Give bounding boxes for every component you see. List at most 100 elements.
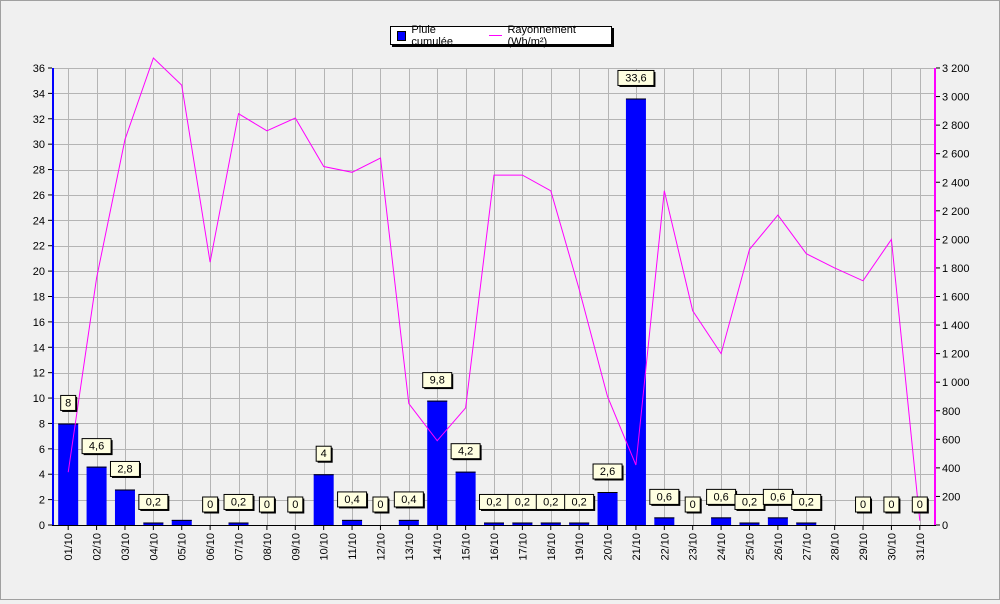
left-tick-label: 14	[33, 342, 45, 354]
right-tick-label: 2 200	[942, 206, 970, 218]
right-tick-label: 1 800	[942, 263, 970, 275]
x-tick-label: 21/10	[631, 533, 643, 561]
bar-label-box	[564, 493, 595, 510]
bar-label: 0,2	[564, 493, 596, 511]
x-tick-label: 28/10	[830, 533, 842, 561]
right-tick-label: 1 400	[942, 320, 970, 332]
bar-labels: 8 4,6 2,8 0,2 0 0,2 0 0 4 0,4 0 0,4 9,8 4,2 0,2 0,2 0,2 0…	[60, 69, 929, 514]
x-tick-label: 13/10	[404, 533, 416, 561]
bar	[58, 423, 79, 525]
bar-label-text: 0	[207, 499, 213, 511]
legend-item-rain: Pluie cumulée	[397, 24, 475, 48]
bar-label-text: 0,6	[713, 491, 728, 503]
bar-label-text: 0	[377, 499, 383, 511]
bar-label-text: 9,8	[430, 375, 445, 387]
right-tick-label: 3 000	[942, 92, 970, 104]
left-tick-label: 20	[33, 266, 45, 278]
bar	[540, 522, 561, 525]
left-tick-label: 22	[33, 241, 45, 253]
x-tick-label: 11/10	[347, 533, 359, 560]
bar	[654, 517, 675, 525]
bar-label: 0,6	[649, 488, 681, 506]
bar-label: 0	[883, 496, 901, 514]
bar-label-box	[202, 496, 219, 513]
bar	[739, 522, 760, 525]
x-tick-label: 09/10	[290, 533, 302, 561]
bar-label-text: 0,2	[742, 496, 757, 508]
x-tick-label: 01/10	[63, 533, 75, 561]
bar-label-text: 0	[690, 499, 696, 511]
bar	[143, 522, 164, 525]
bar-label-text: 33,6	[625, 72, 646, 84]
bar	[711, 517, 732, 525]
line-series	[67, 57, 921, 521]
x-tick-label: 14/10	[432, 533, 444, 561]
left-tick-label: 8	[39, 418, 45, 430]
x-tick-label: 07/10	[234, 533, 246, 561]
bar	[796, 522, 817, 525]
bar-label-box	[883, 496, 900, 513]
x-tick-label: 12/10	[375, 533, 387, 561]
bar	[228, 522, 249, 525]
right-tick-label: 1 000	[942, 377, 970, 389]
bar-label: 4	[315, 445, 333, 463]
bar-label-box	[617, 69, 655, 86]
bar-label-box	[791, 493, 822, 510]
legend: Pluie cumulée Rayonnement (Wh/m²)	[390, 24, 612, 48]
bar-label: 0,2	[223, 493, 255, 511]
bar-label-text: 0	[264, 499, 270, 511]
bar-label-box	[258, 496, 275, 513]
legend-label-rain: Pluie cumulée	[411, 23, 453, 48]
bar-label: 0,2	[507, 493, 539, 511]
bar-label-box	[287, 496, 304, 513]
left-tick-label: 10	[33, 393, 45, 405]
bar-label: 0,4	[393, 491, 425, 509]
bar	[597, 491, 618, 525]
x-tick-label: 03/10	[120, 533, 132, 561]
bar-label-box	[684, 496, 701, 513]
bar-label-box	[315, 445, 332, 462]
right-tick-label: 3 200	[942, 63, 970, 75]
radiation-line	[67, 57, 921, 521]
bar-label-text: 0	[888, 499, 894, 511]
bar	[171, 519, 192, 525]
bar-label: 9,8	[422, 372, 454, 390]
bar-label: 0	[855, 496, 873, 514]
bar-label-text: 2,6	[600, 466, 615, 478]
bar-label: 4,2	[450, 443, 482, 461]
left-tick-label: 36	[33, 63, 45, 75]
bar-label-text: 0,2	[231, 496, 246, 508]
left-tick-label: 4	[39, 469, 45, 481]
bar	[484, 522, 504, 525]
x-tick-label: 20/10	[603, 533, 615, 561]
bar-label: 0	[287, 496, 305, 514]
right-tick-label: 2 000	[942, 234, 970, 246]
bar-label-box	[81, 438, 112, 455]
bar-label-text: 0,2	[515, 496, 530, 508]
bar	[313, 474, 334, 525]
left-tick-label: 0	[39, 520, 45, 532]
x-tick-label: 19/10	[574, 533, 586, 561]
axes: 0246810121416182022242628303234360200400…	[33, 63, 970, 561]
bar	[767, 517, 788, 525]
bar-label-text: 0	[917, 499, 923, 511]
bar-label-text: 0,2	[543, 496, 558, 508]
left-tick-label: 26	[33, 190, 45, 202]
bar-label: 33,6	[617, 69, 656, 87]
bar-label-text: 0	[860, 499, 866, 511]
right-tick-label: 1 200	[942, 349, 970, 361]
x-tick-label: 04/10	[148, 533, 160, 561]
bar-label: 0,2	[479, 493, 510, 511]
bar	[342, 519, 363, 525]
bar-label-text: 0,6	[770, 491, 785, 503]
left-tick-label: 32	[33, 114, 45, 126]
left-tick-label: 30	[33, 139, 45, 151]
bar-label-text: 4,2	[458, 446, 473, 458]
legend-item-radiation: Rayonnement (Wh/m²)	[489, 24, 611, 48]
left-tick-label: 18	[33, 292, 45, 304]
x-tick-label: 18/10	[546, 533, 558, 561]
right-tick-label: 2 800	[942, 120, 970, 132]
bar-label-box	[450, 443, 481, 460]
bar-label: 0,2	[535, 493, 567, 511]
bar-label: 2,6	[592, 463, 624, 481]
